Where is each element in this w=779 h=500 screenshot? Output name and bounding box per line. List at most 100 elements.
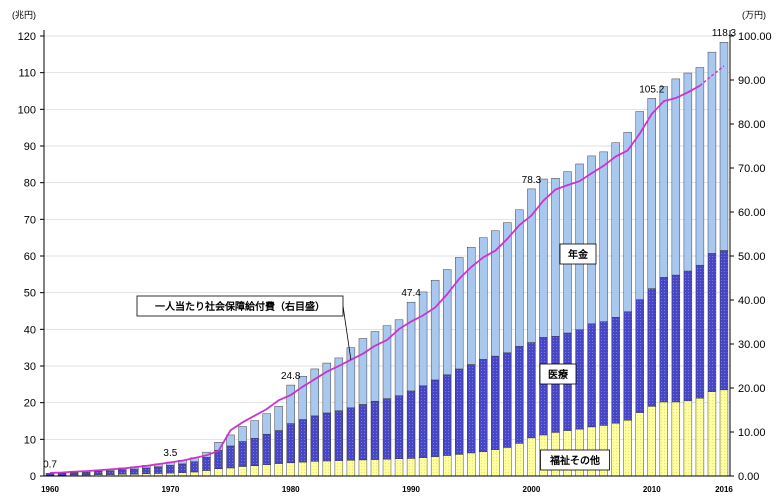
bar-医療-1988 <box>382 398 392 460</box>
left-tick-label: 20 <box>24 398 36 410</box>
grid <box>44 35 730 440</box>
left-axis-unit: (兆円) <box>12 10 36 20</box>
bar-医療-1967 <box>130 468 139 475</box>
bar-年金-2013 <box>683 72 693 272</box>
right-tick-label: 100.00 <box>738 31 772 43</box>
bar-福祉その他-1987 <box>370 459 380 477</box>
bar-医療-1987 <box>370 400 380 460</box>
axes: 0 10 20 30 40 50 60 70 80 90 100 110 120 0.00 10.00 20.… <box>18 30 772 494</box>
bar-年金-1991 <box>418 291 428 387</box>
bar-医療-1981 <box>298 419 307 463</box>
bar-医療-1986 <box>358 404 368 461</box>
bar-医療-1971 <box>178 463 187 473</box>
bar-福祉その他-1992 <box>430 456 440 477</box>
bar-福祉その他-1983 <box>322 460 332 477</box>
bar-福祉その他-1988 <box>382 458 392 477</box>
x-tick-label-1980: 1980 <box>282 485 300 494</box>
bar-医療-1991 <box>418 385 428 458</box>
bar-医療-1990 <box>406 390 416 459</box>
bar-福祉その他-2010 <box>647 406 656 477</box>
bar-福祉その他-1974 <box>214 468 223 477</box>
bar-医療-2015 <box>707 253 717 392</box>
bar-医療-1979 <box>274 430 283 464</box>
bar-福祉その他-1993 <box>442 455 452 477</box>
bar-年金-2000 <box>527 188 536 343</box>
bar-label-1970: 3.5 <box>163 448 177 459</box>
bar-医療-2007 <box>611 317 620 424</box>
bar-年金-1992 <box>430 279 440 381</box>
bar-福祉その他-1981 <box>298 461 307 477</box>
bar-医療-1965 <box>105 470 115 475</box>
right-tick-label: 0.00 <box>738 471 759 483</box>
bar-label-1990: 47.4 <box>401 288 421 299</box>
bar-医療-2004 <box>575 329 584 430</box>
bar-年金-2009 <box>635 111 644 300</box>
bar-福祉その他-1972 <box>190 471 199 477</box>
left-tick-label: 30 <box>24 361 36 373</box>
bar-医療-1973 <box>202 457 211 471</box>
bar-医療-1976 <box>238 441 247 467</box>
bar-福祉その他-2007 <box>611 422 620 477</box>
bar-年金-1988 <box>382 325 392 399</box>
left-tick-label: 10 <box>24 434 36 446</box>
line-callout-label: 一人当たり社会保障給付費（右目盛） <box>155 300 325 313</box>
left-tick-label: 90 <box>24 141 36 153</box>
bar-年金-1998 <box>503 222 512 354</box>
bar-福祉その他-2009 <box>635 412 644 477</box>
bar-福祉その他-1979 <box>274 463 283 477</box>
bar-医療-1972 <box>190 461 199 473</box>
bar-医療-1961 <box>57 473 67 476</box>
bar-年金-1984 <box>334 357 344 411</box>
series-label-福祉その他: 福祉その他 <box>549 454 600 467</box>
bar-年金-1996 <box>479 237 488 360</box>
bar-福祉その他-1999 <box>515 443 524 477</box>
bar-年金-2006 <box>599 151 608 322</box>
bar-年金-1978 <box>262 413 271 435</box>
left-tick-label: 120 <box>18 31 36 43</box>
bar-医療-2009 <box>635 299 644 413</box>
left-tick-label: 0 <box>30 471 36 483</box>
bar-医療-1975 <box>226 445 235 469</box>
bar-医療-2011 <box>659 277 669 403</box>
bar-医療-1969 <box>154 466 163 474</box>
bar-label-2010: 105.2 <box>639 84 664 95</box>
bar-年金-2012 <box>671 78 681 276</box>
left-tick-label: 80 <box>24 178 36 190</box>
bar-福祉その他-1985 <box>346 460 356 477</box>
bar-福祉その他-1975 <box>226 467 235 477</box>
bar-医療-1997 <box>491 355 500 450</box>
bar-福祉その他-1995 <box>467 452 476 477</box>
bar-label-1960: 0.7 <box>43 459 57 470</box>
bar-福祉その他-1989 <box>394 458 404 477</box>
bar-医療-1980 <box>286 423 295 464</box>
bar-年金-1982 <box>310 368 319 417</box>
bar-医療-1992 <box>430 379 440 457</box>
bars <box>45 42 729 477</box>
bar-医療-1982 <box>310 415 319 462</box>
bar-年金-1987 <box>370 331 380 402</box>
bar-医療-2013 <box>683 270 693 402</box>
bar-年金-2016 <box>719 42 729 251</box>
bar-年金-1997 <box>491 230 500 357</box>
bar-年金-2011 <box>659 86 669 278</box>
left-tick-label: 70 <box>24 214 36 226</box>
bar-医療-1984 <box>334 410 344 461</box>
series-label-医療: 医療 <box>548 368 568 381</box>
left-tick-label: 40 <box>24 324 36 336</box>
bar-福祉その他-1990 <box>406 458 416 477</box>
line-layer <box>49 65 725 474</box>
x-tick-label-2010: 2010 <box>643 485 661 494</box>
bar-医療-1966 <box>118 469 127 475</box>
right-tick-label: 20.00 <box>738 383 766 395</box>
bar-福祉その他-1980 <box>286 462 295 477</box>
bar-福祉その他-1998 <box>503 447 512 477</box>
bar-医療-1983 <box>322 412 332 462</box>
per-capita-line <box>49 84 701 474</box>
bar-福祉その他-2008 <box>623 420 632 477</box>
bar-年金-1980 <box>286 384 295 424</box>
bar-医療-1964 <box>93 471 103 475</box>
bar-福祉その他-2012 <box>671 401 681 477</box>
left-tick-label: 100 <box>18 104 36 116</box>
